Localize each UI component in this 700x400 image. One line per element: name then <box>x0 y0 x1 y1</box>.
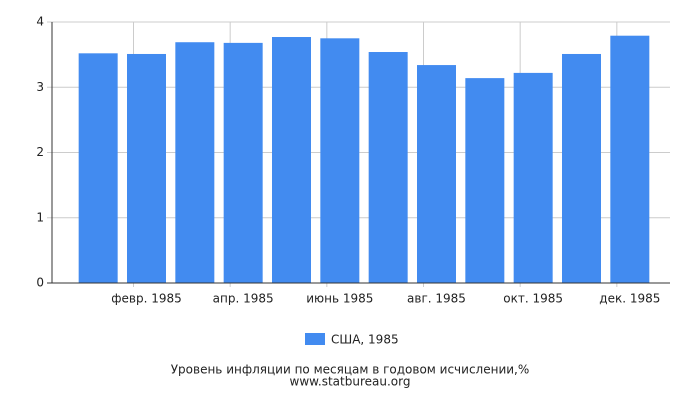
bar <box>223 42 263 283</box>
y-tick-label: 1 <box>36 210 44 224</box>
bar <box>272 37 311 283</box>
bar <box>127 53 166 283</box>
legend-label: США, 1985 <box>331 333 399 347</box>
legend-swatch <box>305 333 325 345</box>
y-tick-label: 3 <box>36 80 44 94</box>
y-tick-label: 2 <box>36 145 44 159</box>
x-tick-label: апр. 1985 <box>213 292 274 306</box>
x-tick-label: авг. 1985 <box>407 292 466 306</box>
x-tick-label: окт. 1985 <box>503 292 563 306</box>
chart-title: Уровень инфляции по месяцам в годовом ис… <box>171 363 530 377</box>
y-tick-label: 4 <box>36 15 44 29</box>
bar <box>417 65 456 283</box>
x-tick-label: июнь 1985 <box>306 292 373 306</box>
x-tick-label: февр. 1985 <box>111 292 182 306</box>
bar <box>175 42 215 283</box>
source: www.statbureau.org <box>290 375 411 389</box>
x-tick-label: дек. 1985 <box>599 292 660 306</box>
y-tick-label: 0 <box>36 276 44 290</box>
bar <box>465 78 505 284</box>
bar <box>610 35 650 283</box>
bar <box>513 72 553 284</box>
bar <box>368 52 408 283</box>
bar <box>78 53 118 283</box>
bar <box>320 38 360 283</box>
bar <box>562 53 601 283</box>
